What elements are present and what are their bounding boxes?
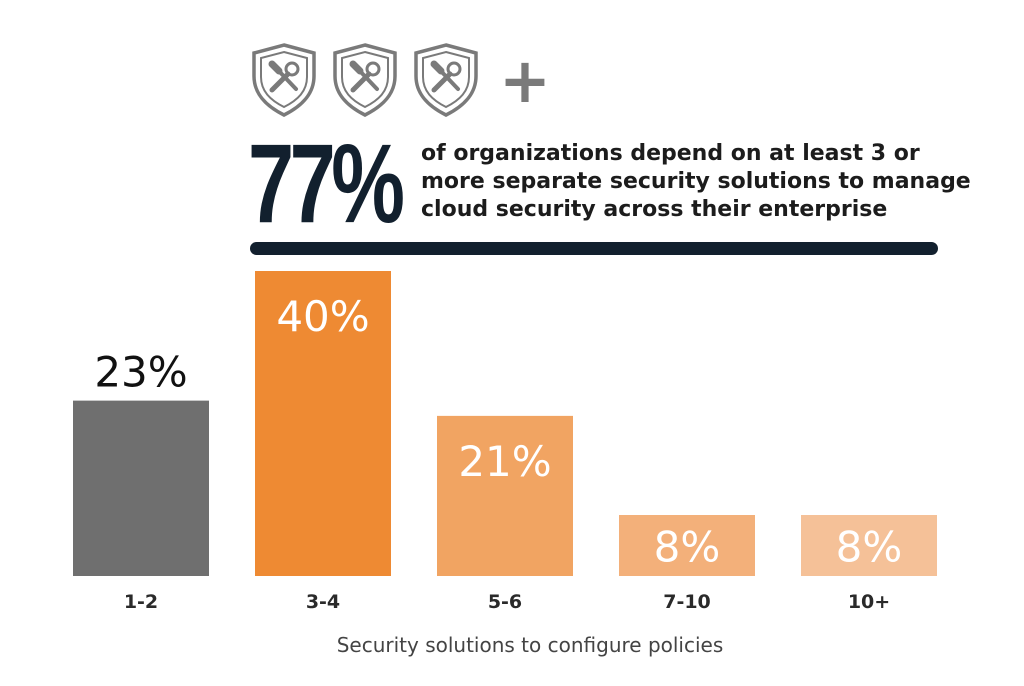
data-label-1-2: 23% <box>94 348 187 397</box>
divider-bar <box>250 242 938 255</box>
plus-icon: + <box>499 44 551 117</box>
shield-tools-icon <box>329 42 401 118</box>
bar-10+ <box>801 515 937 576</box>
x-tick-5-6: 5-6 <box>488 591 522 613</box>
x-tick-3-4: 3-4 <box>306 591 340 613</box>
shield-tools-icon <box>248 42 320 118</box>
icon-row: + <box>248 42 551 118</box>
data-label-10+: 8% <box>836 523 903 572</box>
bar-5-6 <box>437 415 573 576</box>
headline-text: of organizations depend on at least 3 or… <box>421 141 971 222</box>
bar-7-10 <box>619 515 755 576</box>
x-tick-1-2: 1-2 <box>124 591 158 613</box>
x-axis-label: Security solutions to configure policies <box>337 633 724 657</box>
data-label-3-4: 40% <box>276 292 369 341</box>
data-label-5-6: 21% <box>458 437 551 486</box>
x-tick-10+: 10+ <box>848 591 890 613</box>
shield-tools-icon <box>410 42 482 118</box>
headline-stat: 77% <box>248 121 405 246</box>
bar-3-4 <box>255 271 391 576</box>
bar-1-2 <box>73 400 209 576</box>
data-label-7-10: 8% <box>654 523 721 572</box>
x-tick-7-10: 7-10 <box>663 591 711 613</box>
